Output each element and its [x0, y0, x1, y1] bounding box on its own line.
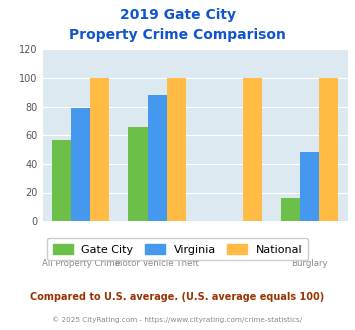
Bar — [319, 78, 338, 221]
Text: All Property Crime: All Property Crime — [42, 259, 120, 268]
Bar — [243, 78, 262, 221]
Text: Arson: Arson — [221, 241, 246, 250]
Bar — [281, 198, 300, 221]
Text: 2019 Gate City: 2019 Gate City — [120, 8, 235, 22]
Bar — [300, 152, 319, 221]
Bar — [148, 95, 166, 221]
Legend: Gate City, Virginia, National: Gate City, Virginia, National — [47, 238, 308, 260]
Text: Burglary: Burglary — [291, 259, 328, 268]
Bar — [71, 108, 90, 221]
Bar — [90, 78, 109, 221]
Text: Larceny & Theft: Larceny & Theft — [123, 241, 191, 250]
Text: Compared to U.S. average. (U.S. average equals 100): Compared to U.S. average. (U.S. average … — [31, 292, 324, 302]
Bar — [166, 78, 186, 221]
Bar — [129, 127, 148, 221]
Text: Motor Vehicle Theft: Motor Vehicle Theft — [115, 259, 199, 268]
Text: Property Crime Comparison: Property Crime Comparison — [69, 28, 286, 42]
Bar — [52, 140, 71, 221]
Text: © 2025 CityRating.com - https://www.cityrating.com/crime-statistics/: © 2025 CityRating.com - https://www.city… — [53, 316, 302, 323]
